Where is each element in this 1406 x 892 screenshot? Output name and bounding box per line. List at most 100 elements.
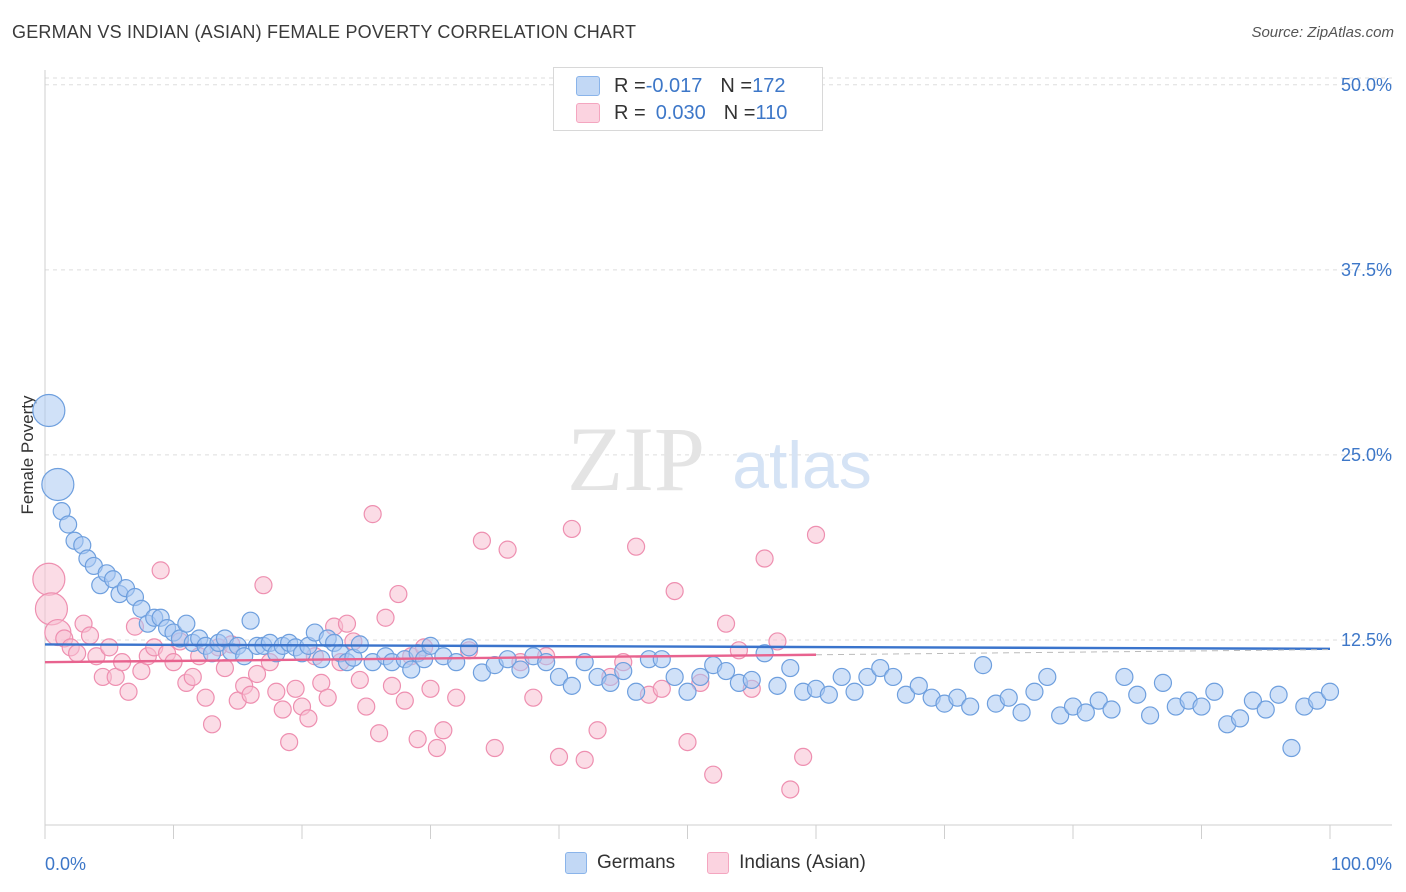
data-point <box>665 667 684 687</box>
data-point <box>1205 682 1224 701</box>
data-point <box>350 670 369 690</box>
data-point <box>871 658 890 678</box>
legend-item-indians[interactable]: Indians (Asian) <box>707 852 866 874</box>
source-label: Source: ZipAtlas.com <box>1251 24 1394 41</box>
legend-swatch-germans <box>576 76 600 96</box>
data-point <box>498 540 517 559</box>
data-point <box>241 611 260 630</box>
legend-item-germans[interactable]: Germans <box>565 852 675 874</box>
data-point <box>588 721 607 740</box>
data-point <box>318 688 337 707</box>
y-tick-label: 37.5% <box>1341 260 1392 280</box>
chart-title: GERMAN VS INDIAN (ASIAN) FEMALE POVERTY … <box>12 22 637 42</box>
data-point <box>883 667 903 687</box>
data-point <box>119 682 138 701</box>
data-point <box>267 682 286 701</box>
data-point <box>215 658 234 678</box>
data-point <box>716 614 736 633</box>
data-point <box>652 650 671 669</box>
data-point <box>961 697 980 716</box>
data-point <box>241 685 260 704</box>
legend-r-label: R = <box>614 74 646 97</box>
data-point <box>601 673 620 692</box>
data-point <box>427 738 447 758</box>
data-point <box>254 576 273 595</box>
data-point <box>1089 691 1108 710</box>
data-point <box>337 614 357 633</box>
data-point <box>858 667 877 687</box>
y-tick-label: 50.0% <box>1341 75 1392 95</box>
data-point <box>32 562 66 596</box>
data-point <box>794 747 813 767</box>
data-point <box>80 626 100 645</box>
data-point <box>280 732 299 752</box>
data-point <box>781 780 800 799</box>
x-tick-label: 0.0% <box>45 854 86 874</box>
watermark: ZIP atlas <box>567 408 872 510</box>
data-point <box>447 688 466 707</box>
data-point <box>819 685 838 704</box>
data-point <box>41 467 75 502</box>
data-point <box>562 676 581 695</box>
data-point <box>370 724 389 743</box>
data-point <box>447 653 466 672</box>
data-point <box>363 505 382 524</box>
legend-swatch-germans <box>565 852 587 874</box>
data-point <box>1102 700 1121 719</box>
data-point <box>1320 682 1340 701</box>
trend-line-indians <box>44 653 817 664</box>
legend-r-label: R = <box>614 101 646 124</box>
data-point <box>511 660 530 679</box>
data-point <box>395 691 414 710</box>
legend-label-germans: Germans <box>597 852 676 873</box>
data-point <box>498 650 517 669</box>
data-point <box>768 632 787 651</box>
data-point <box>716 661 736 681</box>
data-point <box>768 676 787 695</box>
legend-row-indians: R = 0.030 N = 110 <box>576 101 787 125</box>
grid-lines <box>45 77 1392 641</box>
data-point <box>1012 703 1031 722</box>
axes <box>44 70 1392 839</box>
watermark-atlas: atlas <box>732 428 871 502</box>
data-point <box>691 667 710 687</box>
data-point <box>973 656 993 675</box>
data-point <box>196 688 215 707</box>
legend-n-label: N = <box>723 101 756 124</box>
data-point <box>376 608 395 627</box>
data-point <box>704 765 723 784</box>
data-point <box>421 679 440 698</box>
data-point <box>1076 703 1095 722</box>
data-point <box>286 679 305 698</box>
legend-swatch-indians <box>576 103 600 123</box>
data-point <box>665 581 684 601</box>
data-point <box>678 682 697 701</box>
data-point <box>742 670 761 690</box>
data-point <box>1128 685 1147 704</box>
trend-lines <box>44 643 1331 664</box>
legend-r-value: -0.017 <box>645 74 703 97</box>
tick-labels: 12.5% 25.0% 37.5% 50.0% 0.0% 100.0% <box>45 75 1392 874</box>
data-point <box>909 676 928 695</box>
data-point <box>1308 691 1327 710</box>
data-point <box>562 519 581 539</box>
data-point <box>299 709 318 728</box>
data-point <box>151 561 170 580</box>
data-point <box>434 721 453 740</box>
data-point <box>202 715 222 734</box>
trend-line-indians-extension <box>815 649 1331 656</box>
data-point <box>408 730 427 749</box>
x-tick-label: 100.0% <box>1331 854 1392 874</box>
data-point <box>389 584 408 604</box>
data-point <box>948 688 967 707</box>
data-point <box>896 685 916 704</box>
y-tick-label: 12.5% <box>1341 630 1392 650</box>
data-point <box>402 660 421 679</box>
data-point <box>755 644 774 663</box>
data-point <box>626 682 646 701</box>
data-point <box>183 667 202 687</box>
data-point <box>652 679 671 698</box>
legend-r-value: 0.030 <box>655 101 706 124</box>
legend-swatch-indians <box>707 852 730 874</box>
